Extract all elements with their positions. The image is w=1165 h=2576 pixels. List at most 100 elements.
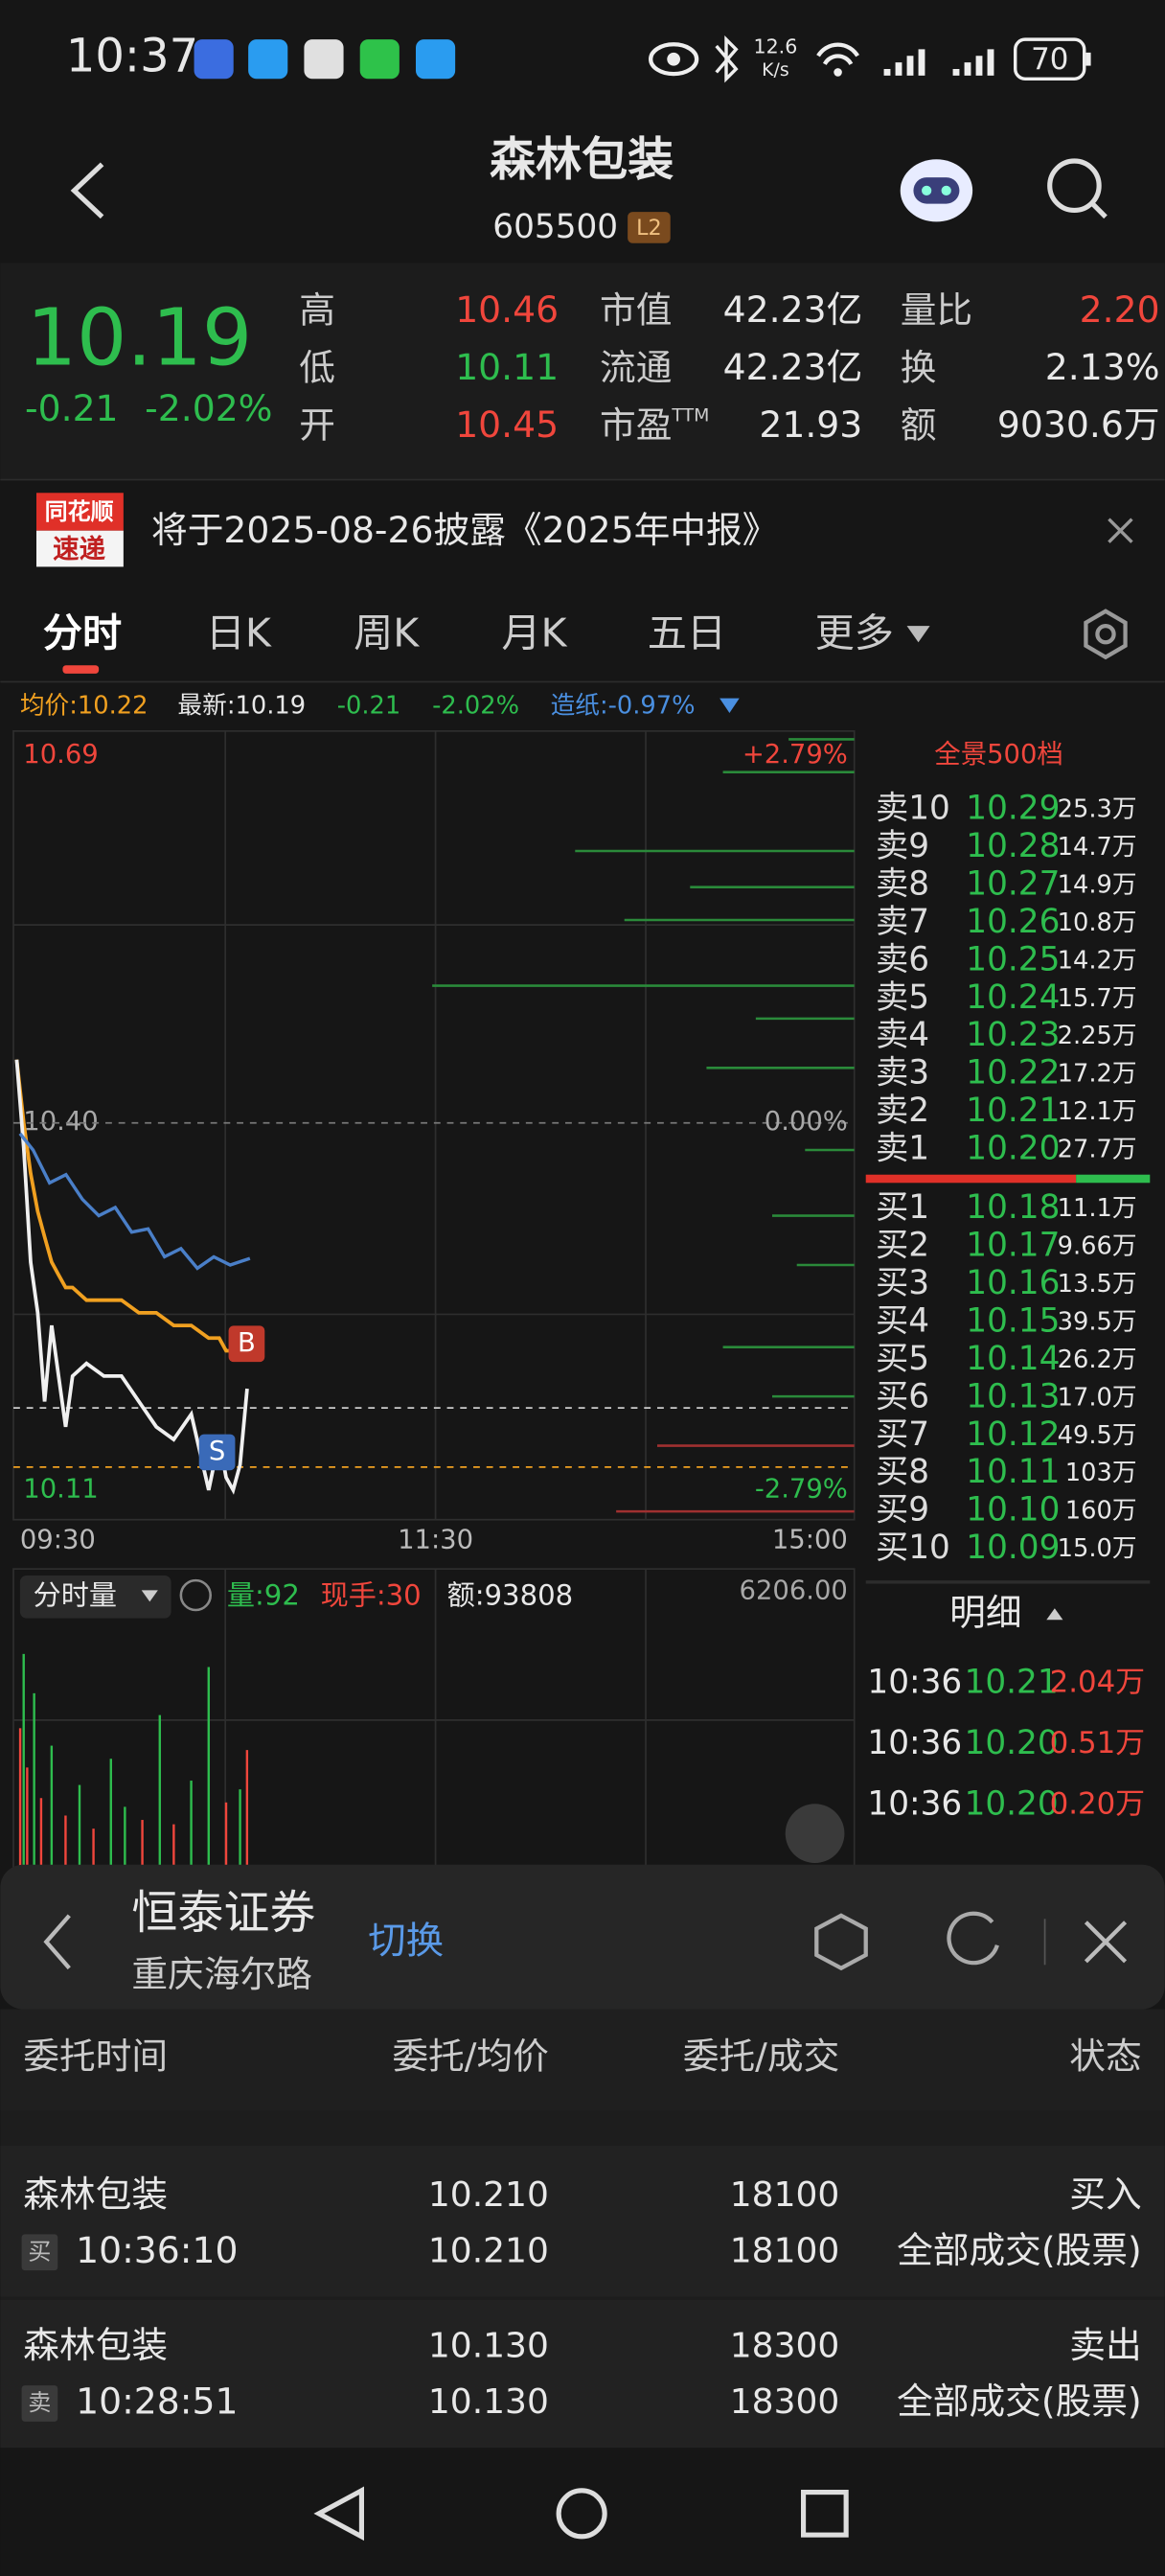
book-volume: 15.0万	[1058, 1534, 1137, 1563]
last-price: 10.19	[27, 293, 253, 384]
latest-change: -0.21	[337, 692, 401, 721]
nav-back[interactable]	[313, 2486, 364, 2542]
book-level: 卖5	[876, 978, 929, 1017]
pct-label: 0.00%	[765, 1107, 848, 1137]
tab[interactable]: 周K	[354, 610, 420, 656]
book-level: 买7	[876, 1415, 929, 1454]
stat-label: 流通	[600, 346, 672, 388]
x-tick-label: 15:00	[772, 1525, 848, 1554]
stat-label: 量比	[901, 288, 972, 331]
order-status: 全部成交(股票)	[897, 2380, 1142, 2422]
book-volume: 15.7万	[1058, 984, 1137, 1013]
notice-text[interactable]: 将于2025-08-26披露《2025年中报》	[151, 509, 778, 551]
stat-label-text: 高	[299, 288, 335, 331]
book-level: 买4	[876, 1302, 929, 1341]
fullscreen-button[interactable]	[785, 1804, 845, 1863]
refresh-button[interactable]	[947, 1911, 999, 1966]
settings-button[interactable]	[1084, 609, 1128, 660]
book-level: 买2	[876, 1227, 929, 1265]
book-volume: 14.7万	[1058, 833, 1137, 862]
book-price: 10.17	[966, 1227, 1060, 1265]
buy-marker-bg	[228, 1325, 265, 1363]
stat-label-text: 低	[299, 346, 335, 388]
book-price: 10.15	[966, 1302, 1060, 1341]
book-volume: 27.7万	[1058, 1136, 1137, 1164]
level2-badge: L2	[636, 216, 662, 241]
stat-value: 2.13%	[1045, 346, 1160, 388]
sell-marker-bg	[198, 1434, 236, 1471]
volume-selector-bg[interactable]	[19, 1576, 171, 1619]
order-status: 全部成交(股票)	[897, 2229, 1142, 2271]
stat-label-text: 市值	[600, 288, 672, 331]
book-ratio-bid	[1076, 1174, 1151, 1184]
book-volume: 14.9万	[1058, 870, 1137, 899]
book-level: 卖6	[876, 940, 929, 978]
volume-bar	[158, 1714, 161, 1881]
book-price: 10.13	[966, 1377, 1060, 1415]
detail-volume: 0.51万	[1050, 1726, 1146, 1760]
volume-bar	[109, 1759, 112, 1881]
volume-hand: 现手:30	[321, 1578, 422, 1611]
help-icon[interactable]	[179, 1578, 213, 1612]
broker-back[interactable]	[43, 1914, 71, 1970]
nav-bar	[0, 2448, 1165, 2576]
order-row-bg	[0, 2300, 1165, 2449]
book-volume: 11.1万	[1058, 1194, 1137, 1223]
column-header: 委托/均价	[392, 2035, 549, 2077]
book-level: 买3	[876, 1264, 929, 1302]
status-time: 10:37	[66, 30, 198, 83]
details-title[interactable]: 明细	[949, 1592, 1021, 1634]
volume-bar	[26, 1767, 29, 1881]
broker-switch[interactable]: 切换	[368, 1920, 444, 1964]
side-badge	[21, 2385, 58, 2422]
book-price: 10.09	[966, 1529, 1060, 1567]
back-button[interactable]	[70, 162, 104, 219]
book-price: 10.25	[966, 940, 1060, 978]
badge-bg	[628, 212, 671, 243]
volume-bar	[39, 1798, 43, 1881]
volume-selector[interactable]: 分时量	[34, 1578, 117, 1611]
broker-name: 恒泰证券	[131, 1886, 315, 1940]
x-tick-label: 09:30	[20, 1525, 96, 1554]
assistant-button[interactable]	[900, 159, 973, 222]
book-volume: 25.3万	[1058, 795, 1137, 824]
book-price: 10.24	[966, 978, 1060, 1017]
tab[interactable]: 五日	[648, 610, 726, 656]
book-level: 卖8	[876, 864, 929, 903]
notice-close[interactable]	[1108, 518, 1133, 543]
volume-bar	[92, 1828, 95, 1881]
search-button[interactable]	[1047, 158, 1108, 219]
book-level: 买5	[876, 1340, 929, 1378]
volume-bar	[50, 1745, 54, 1881]
order-qty: 18100	[730, 2175, 840, 2215]
detail-volume: 0.20万	[1050, 1787, 1146, 1822]
order-time: 10:28:51	[76, 2380, 238, 2422]
stat-label-text: 换	[901, 346, 937, 388]
book-level: 卖9	[876, 827, 929, 865]
nav-home[interactable]	[556, 2488, 607, 2540]
volume-bar	[78, 1784, 81, 1881]
stat-value: 21.93	[759, 403, 862, 446]
book-volume: 13.5万	[1058, 1270, 1137, 1299]
order-time: 10:36:10	[76, 2229, 238, 2271]
more-arrow	[906, 626, 930, 643]
avg-price-line	[14, 1059, 247, 1353]
tab[interactable]: 更多	[815, 610, 894, 656]
volume-bar	[18, 1728, 22, 1881]
book-price: 10.10	[966, 1491, 1060, 1530]
tab[interactable]: 日K	[206, 610, 272, 656]
volume-max-label: 6206.00	[740, 1576, 848, 1606]
order-action: 卖出	[1069, 2324, 1141, 2366]
stat-label: 换	[901, 346, 937, 388]
order-price: 10.130	[428, 2327, 549, 2366]
broker-settings[interactable]	[814, 1913, 868, 1971]
tab[interactable]: 分时	[43, 610, 122, 656]
book-level: 买8	[876, 1453, 929, 1491]
close-button[interactable]	[1084, 1920, 1128, 1964]
tab[interactable]: 月K	[501, 610, 567, 656]
chart-frame	[12, 730, 856, 1882]
nav-recents[interactable]	[801, 2490, 849, 2538]
order-row-bg	[0, 2145, 1165, 2297]
